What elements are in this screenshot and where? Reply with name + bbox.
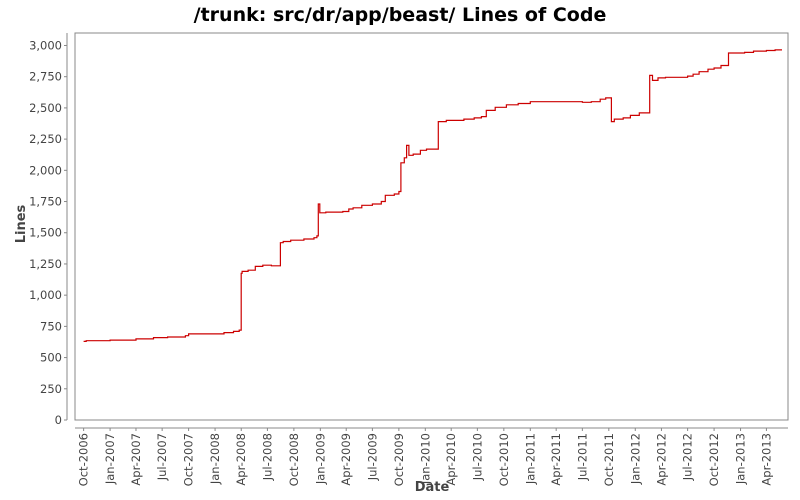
y-tick-label: 3,000 <box>29 38 62 52</box>
x-axis-title: Date <box>415 480 450 495</box>
x-tick-label: Jul-2010 <box>470 433 484 481</box>
x-tick-label: Oct-2006 <box>77 433 91 486</box>
x-tick-label: Oct-2008 <box>287 433 301 486</box>
x-tick-label: Apr-2012 <box>654 433 668 486</box>
x-tick-label: Apr-2007 <box>129 433 143 486</box>
x-tick-label: Jan-2010 <box>418 433 432 485</box>
x-tick-label: Jan-2013 <box>734 433 748 485</box>
y-axis-title: Lines <box>14 204 29 243</box>
x-tick-label: Jul-2008 <box>260 433 274 481</box>
x-tick-label: Jul-2011 <box>575 433 589 481</box>
y-tick-label: 0 <box>55 413 62 427</box>
x-tick-label: Jan-2008 <box>208 433 222 485</box>
x-tick-label: Jul-2009 <box>365 433 379 481</box>
x-tick-label: Oct-2007 <box>182 433 196 486</box>
x-tick-label: Jan-2009 <box>313 433 327 485</box>
y-tick-label: 1,500 <box>29 226 62 240</box>
y-tick-label: 2,750 <box>29 70 62 84</box>
x-tick-label: Jul-2007 <box>155 433 169 481</box>
y-axis: 0 250 500 750 1,000 1,250 1,500 1,750 2,000 2,250… <box>29 33 68 427</box>
x-tick-label: Oct-2009 <box>392 433 406 486</box>
x-tick-label: Oct-2010 <box>497 433 511 486</box>
chart-title: /trunk: src/dr/app/beast/ Lines of Code <box>193 4 607 26</box>
y-tick-label: 1,750 <box>29 195 62 209</box>
series-layer <box>83 49 782 342</box>
plot-area <box>74 32 789 421</box>
y-tick-label: 2,500 <box>29 101 62 115</box>
y-tick-label: 750 <box>40 319 62 333</box>
x-tick-label: Oct-2012 <box>707 433 721 486</box>
x-tick-label: Apr-2009 <box>339 433 353 486</box>
x-tick-label: Oct-2011 <box>602 433 616 486</box>
series-line <box>83 49 782 342</box>
x-axis: Oct-2006 Jan-2007 Apr-2007 Jul-2007 Oct-2007… <box>75 427 788 486</box>
x-tick-label: Jan-2012 <box>628 433 642 485</box>
x-tick-label: Apr-2011 <box>549 433 563 486</box>
x-tick-label: Jan-2011 <box>523 433 537 485</box>
y-tick-label: 1,000 <box>29 288 62 302</box>
y-tick-label: 2,000 <box>29 163 62 177</box>
x-tick-label: Jul-2012 <box>681 433 695 481</box>
x-tick-label: Apr-2008 <box>234 433 248 486</box>
y-tick-label: 500 <box>40 351 62 365</box>
x-tick-label: Apr-2010 <box>444 433 458 486</box>
x-tick-label: Jan-2007 <box>103 433 117 485</box>
x-tick-label: Apr-2013 <box>759 433 773 486</box>
y-tick-label: 2,250 <box>29 132 62 146</box>
y-tick-label: 1,250 <box>29 257 62 271</box>
y-tick-label: 250 <box>40 382 62 396</box>
